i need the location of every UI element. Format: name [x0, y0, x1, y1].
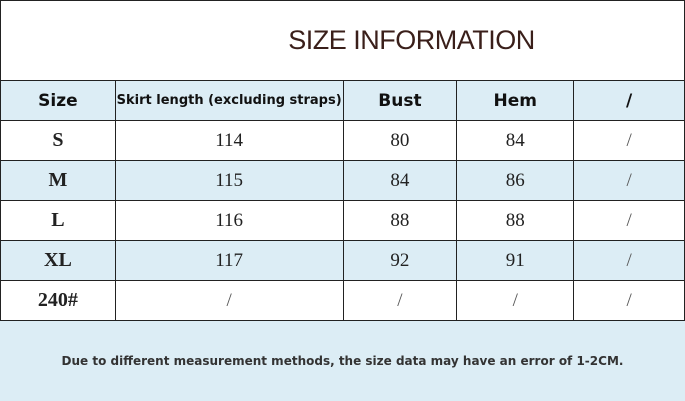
cell-size: M: [0, 160, 116, 201]
cell-size: L: [0, 200, 116, 241]
cell-bust: 84: [342, 160, 458, 201]
table-row: L 116 88 88 /: [0, 200, 685, 241]
cell-hem: 88: [456, 200, 575, 241]
table-row: XL 117 92 91 /: [0, 240, 685, 281]
cell-skirt-length: 115: [114, 160, 344, 201]
header-skirt-length: Skirt length (excluding straps): [114, 80, 344, 121]
cell-skirt-length: 114: [114, 120, 344, 161]
cell-bust: 80: [342, 120, 458, 161]
header-bust: Bust: [342, 80, 458, 121]
table-row: M 115 84 86 /: [0, 160, 685, 201]
table-row: S 114 80 84 /: [0, 120, 685, 161]
cell-hem: 84: [456, 120, 575, 161]
cell-skirt-length: 116: [114, 200, 344, 241]
cell-blank: /: [573, 240, 685, 281]
cell-blank: /: [573, 280, 685, 321]
table-row: 240# / / / /: [0, 280, 685, 321]
size-table: Size Skirt length (excluding straps) Bus…: [0, 80, 685, 321]
header-blank: /: [573, 80, 685, 121]
cell-hem: /: [456, 280, 575, 321]
cell-bust: 92: [342, 240, 458, 281]
footer-note: Due to different measurement methods, th…: [0, 320, 685, 401]
cell-size: XL: [0, 240, 116, 281]
header-size: Size: [0, 80, 116, 121]
cell-bust: 88: [342, 200, 458, 241]
cell-bust: /: [342, 280, 458, 321]
cell-blank: /: [573, 120, 685, 161]
cell-size: 240#: [0, 280, 116, 321]
cell-blank: /: [573, 200, 685, 241]
page-title: SIZE INFORMATION: [288, 24, 535, 55]
table-header-row: Size Skirt length (excluding straps) Bus…: [0, 80, 685, 121]
cell-skirt-length: 117: [114, 240, 344, 281]
cell-hem: 91: [456, 240, 575, 281]
header-hem: Hem: [456, 80, 575, 121]
cell-size: S: [0, 120, 116, 161]
cell-skirt-length: /: [114, 280, 344, 321]
cell-blank: /: [573, 160, 685, 201]
cell-hem: 86: [456, 160, 575, 201]
